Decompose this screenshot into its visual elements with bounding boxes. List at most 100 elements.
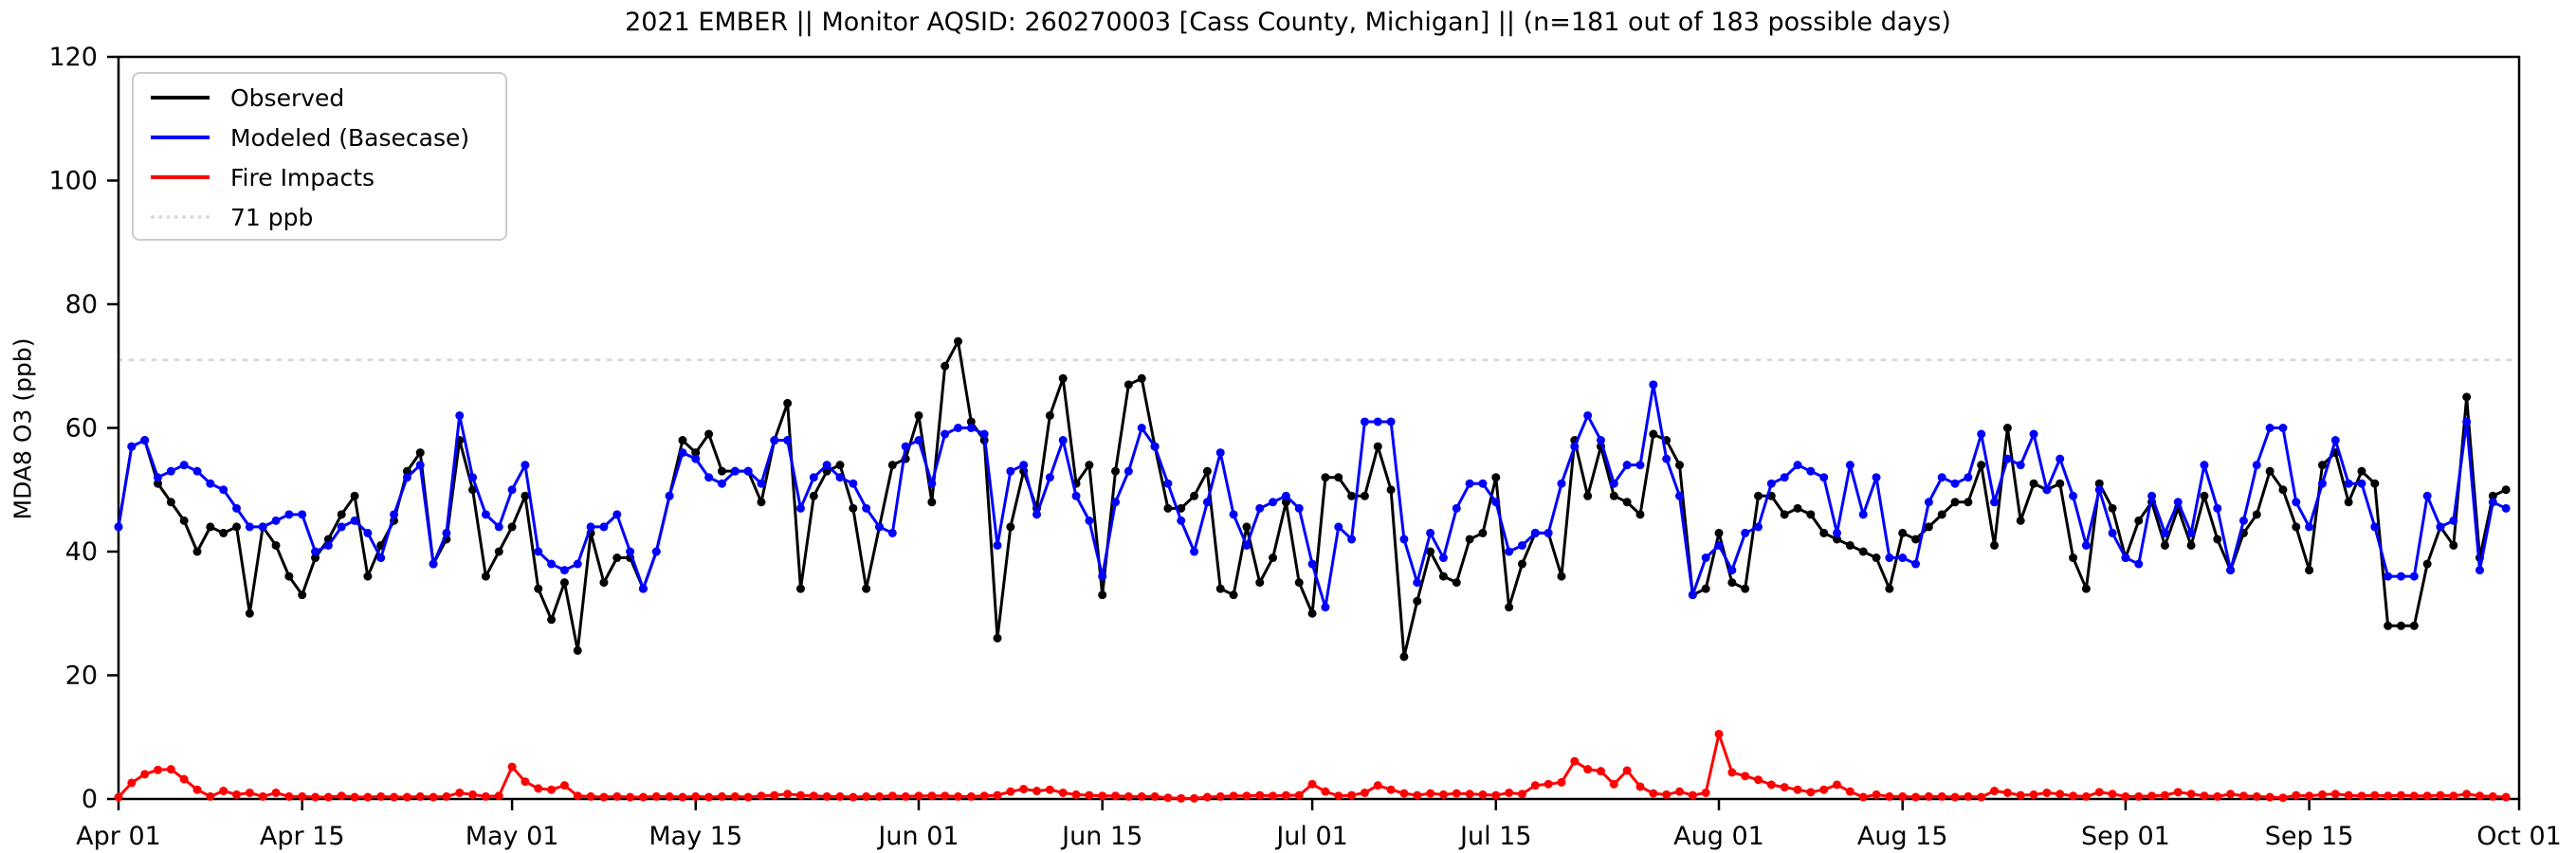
data-point xyxy=(2213,535,2222,544)
data-point xyxy=(2029,479,2038,488)
data-point xyxy=(1505,547,1514,556)
data-point xyxy=(415,791,425,801)
data-point xyxy=(481,791,490,801)
data-point xyxy=(1438,572,1448,581)
data-point xyxy=(258,791,267,801)
data-point xyxy=(2422,491,2432,500)
data-point xyxy=(966,791,976,801)
data-point xyxy=(1111,466,1121,476)
data-point xyxy=(862,584,871,593)
data-point xyxy=(1438,789,1448,799)
data-point xyxy=(730,466,740,476)
data-point xyxy=(1085,516,1094,525)
data-point xyxy=(1321,603,1330,612)
data-point xyxy=(1294,578,1304,588)
data-point xyxy=(1911,535,1921,544)
data-point xyxy=(651,547,661,556)
data-point xyxy=(743,466,753,476)
data-point xyxy=(1977,429,1986,439)
data-point xyxy=(2344,498,2353,507)
x-tick-label: May 15 xyxy=(649,822,742,851)
data-point xyxy=(1754,522,1763,532)
data-point xyxy=(795,503,805,513)
data-point xyxy=(1465,789,1474,799)
data-point xyxy=(1307,559,1317,569)
data-point xyxy=(874,791,884,801)
data-point xyxy=(114,792,123,802)
y-tick-label: 120 xyxy=(48,43,98,72)
data-point xyxy=(1334,522,1343,532)
data-point xyxy=(455,788,465,797)
data-point xyxy=(1071,491,1081,500)
data-point xyxy=(809,473,818,482)
data-point xyxy=(1269,498,1278,507)
data-point xyxy=(993,540,1002,550)
data-point xyxy=(2462,789,2472,799)
data-point xyxy=(954,336,963,346)
data-point xyxy=(1662,789,1672,799)
data-point xyxy=(1649,380,1658,390)
data-point xyxy=(2292,790,2301,800)
chart-title: 2021 EMBER || Monitor AQSID: 260270003 [… xyxy=(625,8,1951,37)
data-point xyxy=(1491,498,1501,507)
data-point xyxy=(730,791,740,801)
data-point xyxy=(1006,787,1015,796)
data-point xyxy=(2462,417,2472,426)
data-point xyxy=(678,436,687,445)
data-point xyxy=(1701,788,1710,797)
data-point xyxy=(1596,767,1605,776)
data-point xyxy=(2081,791,2091,801)
data-point xyxy=(2488,498,2497,507)
data-point xyxy=(612,554,622,563)
x-tick-label: May 01 xyxy=(466,822,559,851)
data-point xyxy=(547,559,557,569)
data-point xyxy=(979,791,989,801)
data-point xyxy=(166,466,175,476)
data-point xyxy=(1674,491,1684,500)
data-point xyxy=(2330,436,2340,445)
data-point xyxy=(455,410,465,420)
data-point xyxy=(192,785,202,794)
data-point xyxy=(1964,473,1973,482)
data-point xyxy=(1190,547,1199,556)
data-point xyxy=(1517,789,1526,799)
data-point xyxy=(363,792,373,802)
data-point xyxy=(914,436,923,445)
data-point xyxy=(1505,788,1514,797)
data-point xyxy=(350,491,359,500)
data-point xyxy=(337,510,346,519)
data-point xyxy=(1032,510,1042,519)
data-point xyxy=(154,765,163,774)
data-point xyxy=(1085,461,1094,470)
data-point xyxy=(507,762,517,771)
data-point xyxy=(140,436,150,445)
data-point xyxy=(2147,791,2157,801)
data-point xyxy=(1111,791,1121,801)
data-point xyxy=(2501,503,2511,513)
data-point xyxy=(363,572,373,581)
data-point xyxy=(1780,510,1789,519)
data-point xyxy=(363,528,373,537)
data-point xyxy=(2449,516,2458,525)
data-point xyxy=(1269,554,1278,563)
data-point xyxy=(1281,498,1290,507)
threshold-line-swatch xyxy=(151,215,210,219)
data-point xyxy=(1215,584,1225,593)
data-point xyxy=(2357,791,2366,801)
data-point xyxy=(1937,473,1946,482)
data-point xyxy=(1321,473,1330,482)
data-point xyxy=(2265,792,2275,802)
data-point xyxy=(966,424,976,432)
data-point xyxy=(2200,791,2209,801)
data-point xyxy=(638,792,648,802)
x-tick-label: Sep 01 xyxy=(2081,822,2170,851)
data-point xyxy=(1281,491,1290,500)
data-point xyxy=(429,559,438,569)
data-point xyxy=(757,498,766,507)
data-point xyxy=(521,461,530,470)
data-point xyxy=(1360,417,1369,426)
legend-item-fire: Fire Impacts xyxy=(134,157,375,197)
data-point xyxy=(442,791,451,801)
data-point xyxy=(2252,791,2261,801)
data-point xyxy=(2055,479,2065,488)
